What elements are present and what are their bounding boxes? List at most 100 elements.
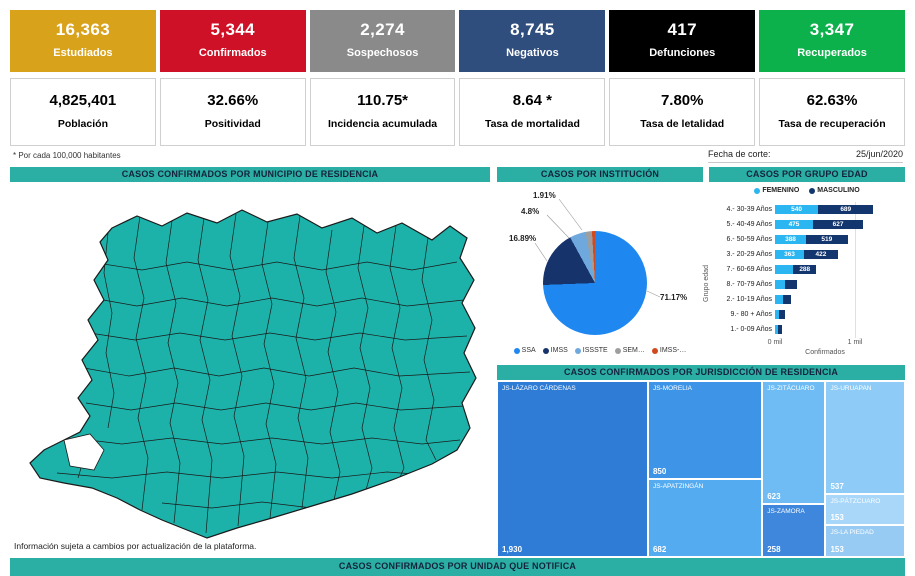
institution-pie-chart[interactable] [543,231,647,335]
treemap-cell-zitacuaro[interactable]: JS-ZITÁCUARO 623 [762,381,826,505]
bar-femenino[interactable] [775,295,783,304]
treemap-cell-apatzingan[interactable]: JS-APATZINGÁN 682 [647,478,763,557]
bar-femenino[interactable] [775,265,794,274]
stat-card-mortalidad: 8.64 * Tasa de mortalidad [459,78,606,146]
kpi-card-recuperados: 3,347 Recuperados [759,10,905,72]
kpi-label: Estudiados [53,47,113,59]
bar-masculino[interactable]: 288 [793,265,817,274]
legend-item-imss-bienestar[interactable]: IMSS-… [651,347,686,354]
date-cutoff-slicer[interactable]: Fecha de corte: 25/jun/2020 [708,149,903,163]
date-cutoff-value[interactable]: 25/jun/2020 [855,149,903,159]
stat-card-poblacion: 4,825,401 Población [10,78,156,146]
municipio-map[interactable] [12,188,488,554]
age-gridline-1mil [855,202,856,338]
treemap-cell-value: 850 [652,466,667,476]
state-outline [29,209,477,539]
stat-label: Incidencia acumulada [328,118,438,130]
stat-label: Tasa de recuperación [778,118,886,130]
bar-masculino[interactable] [782,295,792,304]
kpi-value: 2,274 [360,20,405,39]
section-header-grupo-edad: CASOS POR GRUPO EDAD [709,167,905,182]
age-row: 4.- 30-39 Años 540 689 [712,202,904,217]
legend-item-masculino[interactable]: MASCULINO [809,187,860,194]
age-x-axis-title: Confirmados [805,349,845,356]
stat-value: 4,825,401 [49,92,117,109]
bar-masculino[interactable]: 627 [813,220,864,229]
pie-label-sem: 1.91% [533,191,556,200]
treemap-cell-name: JS-MORELIA [652,385,692,392]
stat-label: Positividad [204,118,261,130]
kpi-label: Recuperados [797,47,867,59]
age-legend: FEMENINO MASCULINO [709,187,905,194]
treemap-cell-uruapan[interactable]: JS-URUAPAN 537 [825,381,905,494]
per-100k-footnote: * Por cada 100,000 habitantes [13,151,121,160]
treemap-cell-lazaro-cardenas[interactable]: JS-LÁZARO CÁRDENAS 1,930 [497,381,648,557]
bar-masculino[interactable] [779,310,786,319]
age-category-label: 8.- 70-79 Años [726,281,772,288]
kpi-card-negativos: 8,745 Negativos [459,10,606,72]
stat-label: Población [57,118,108,130]
bar-masculino[interactable]: 519 [806,235,848,244]
treemap-cell-la-piedad[interactable]: JS-LA PIEDAD 153 [825,525,905,557]
legend-label: SEM… [622,347,645,354]
bar-masculino[interactable]: 689 [818,205,874,214]
treemap-cell-value: 1,930 [502,545,523,554]
bar-femenino[interactable]: 388 [775,235,807,244]
age-y-axis-title: Grupo edad [703,265,710,302]
age-category-label: 2.- 10-19 Años [726,296,772,303]
legend-dot-imss-bienestar [651,347,658,354]
kpi-label: Negativos [506,47,559,59]
section-header-municipio: CASOS CONFIRMADOS POR MUNICIPIO DE RESID… [10,167,490,182]
legend-item-sem[interactable]: SEM… [614,347,645,354]
stat-value: 8.64 * [512,92,552,109]
treemap-cell-patzcuaro[interactable]: JS-PÁTZCUARO 153 [825,493,905,526]
age-category-label: 1.- 0-09 Años [730,326,772,333]
pie-legend: SSA IMSS ISSSTE SEM… IMSS-… [497,347,703,354]
bar-masculino[interactable] [778,325,782,334]
bar-masculino[interactable]: 422 [804,250,838,259]
municipality-no-cases [63,433,105,471]
stat-card-positividad: 32.66% Positividad [159,78,306,146]
treemap-cell-name: JS-PÁTZCUARO [830,497,881,505]
bar-femenino[interactable] [775,280,785,289]
treemap-cell-zamora[interactable]: JS-ZAMORA 258 [762,504,826,557]
treemap-cell-name: JS-ZAMORA [767,508,805,516]
stat-card-recuperacion: 62.63% Tasa de recuperación [759,78,905,146]
stat-card-letalidad: 7.80% Tasa de letalidad [609,78,756,146]
legend-label: MASCULINO [817,187,860,194]
platform-update-note: Información sujeta a cambios por actuali… [14,541,257,551]
bar-femenino[interactable]: 363 [775,250,805,259]
treemap-cell-value: 623 [767,492,781,502]
legend-item-femenino[interactable]: FEMENINO [754,187,799,194]
legend-label: ISSSTE [582,347,608,354]
legend-dot-femenino [754,187,761,194]
kpi-value: 5,344 [210,20,256,39]
legend-item-issste[interactable]: ISSSTE [574,347,608,354]
legend-label: IMSS [550,347,568,354]
stat-card-incidencia: 110.75* Incidencia acumulada [309,78,456,146]
age-row: 5.- 40-49 Años 475 627 [712,217,904,232]
age-category-label: 6.- 50-59 Años [726,236,772,243]
stat-label: Tasa de letalidad [640,118,725,130]
pie-label-ssa: 71.17% [660,293,688,302]
treemap-cell-value: 537 [830,481,844,491]
legend-dot-issste [574,347,581,354]
age-row: 1.- 0-09 Años [712,322,904,337]
bar-femenino[interactable] [775,325,779,334]
legend-item-imss[interactable]: IMSS [542,347,568,354]
bar-femenino[interactable]: 540 [775,205,819,214]
age-category-label: 4.- 30-39 Años [726,206,772,213]
treemap-cell-morelia[interactable]: JS-MORELIA 850 [647,381,763,479]
legend-label: SSA [521,347,536,354]
legend-item-ssa[interactable]: SSA [513,347,536,354]
age-row: 6.- 50-59 Años 388 519 [712,232,904,247]
kpi-card-defunciones: 417 Defunciones [609,10,756,72]
stat-value: 32.66% [207,92,259,109]
treemap-cell-name: JS-URUAPAN [830,385,872,392]
michoacan-map-svg[interactable] [12,188,488,554]
bar-masculino[interactable] [784,280,798,289]
bar-femenino[interactable]: 475 [775,220,813,229]
bar-femenino[interactable] [775,310,780,319]
stat-value: 62.63% [806,92,858,109]
section-header-jurisdiccion: CASOS CONFIRMADOS POR JURISDICCIÓN DE RE… [497,365,905,380]
